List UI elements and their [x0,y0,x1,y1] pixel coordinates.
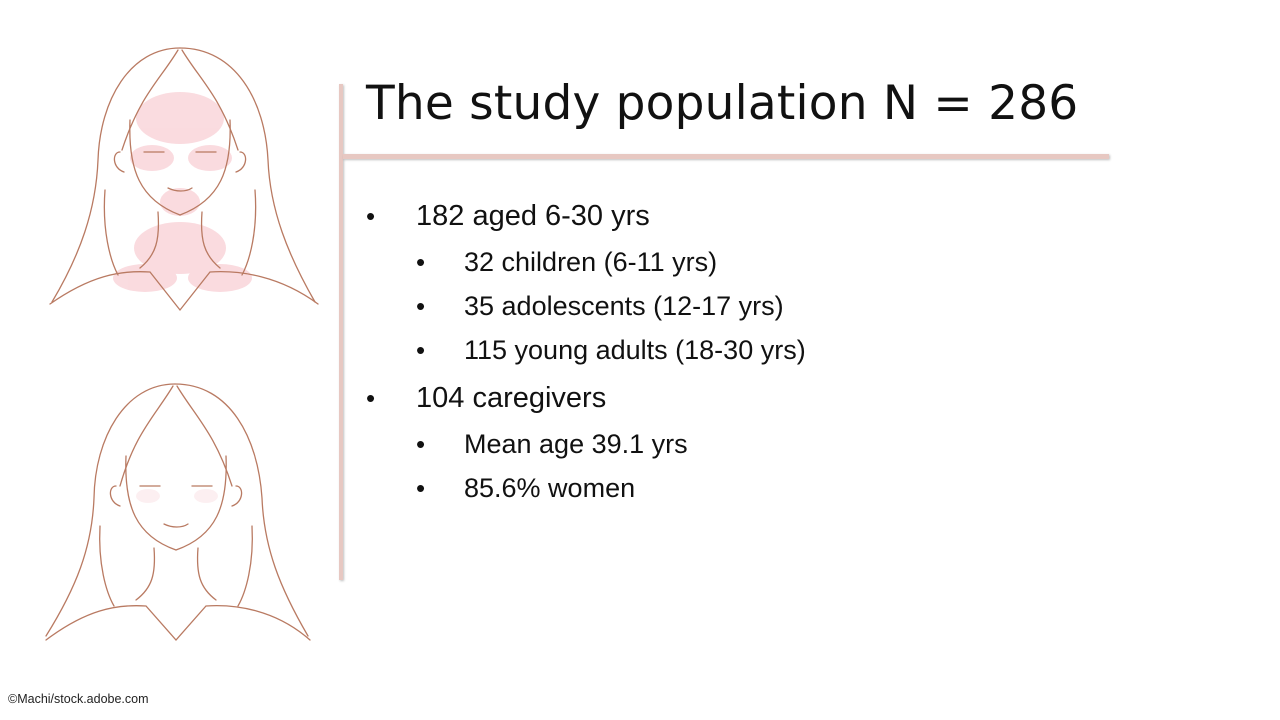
accent-horizontal-line [343,154,1109,159]
sketch-lines [49,47,319,312]
sub-bullet-mean-age: • Mean age 39.1 yrs [416,422,806,466]
bullet-text: 104 caregivers [416,382,607,414]
bullet-text: 182 aged 6-30 yrs [416,200,650,232]
bullet-dot: • [416,335,426,365]
bullet-dot: • [416,247,426,277]
woman-clear-sketch [45,383,311,641]
sub-bullet-text: 115 young adults (18-30 yrs) [464,335,806,365]
cheek-blush [136,489,218,503]
accent-vertical-line [339,84,343,580]
illustration-woman-with-rash [40,40,330,320]
sketch-lines [45,383,311,641]
bullet-dot: • [366,383,376,413]
sub-bullet-list: • Mean age 39.1 yrs • 85.6% women [416,422,806,510]
sub-bullet-text: Mean age 39.1 yrs [464,429,688,459]
woman-rash-sketch [49,47,319,312]
sub-bullet-women: • 85.6% women [416,466,806,510]
slide-title: The study population N = 286 [366,76,1079,131]
sub-bullet-adolescents: • 35 adolescents (12-17 yrs) [416,284,806,328]
bullet-aged-6-30: • 182 aged 6-30 yrs • 32 children (6-11 … [366,196,806,372]
rash-patches [113,92,252,292]
bullet-caregivers: • 104 caregivers • Mean age 39.1 yrs • 8… [366,378,806,510]
bullet-dot: • [416,429,426,459]
sub-bullet-children: • 32 children (6-11 yrs) [416,240,806,284]
illustration-woman-clear-skin [40,378,330,650]
image-credit: ©Machi/stock.adobe.com [8,692,149,706]
bullet-dot: • [416,473,426,503]
bullet-list: • 182 aged 6-30 yrs • 32 children (6-11 … [366,196,806,510]
sub-bullet-text: 85.6% women [464,473,636,503]
sub-bullet-list: • 32 children (6-11 yrs) • 35 adolescent… [416,240,806,372]
bullet-dot: • [366,201,376,231]
sub-bullet-text: 35 adolescents (12-17 yrs) [464,291,784,321]
bullet-dot: • [416,291,426,321]
sub-bullet-young-adults: • 115 young adults (18-30 yrs) [416,328,806,372]
sub-bullet-text: 32 children (6-11 yrs) [464,247,718,277]
